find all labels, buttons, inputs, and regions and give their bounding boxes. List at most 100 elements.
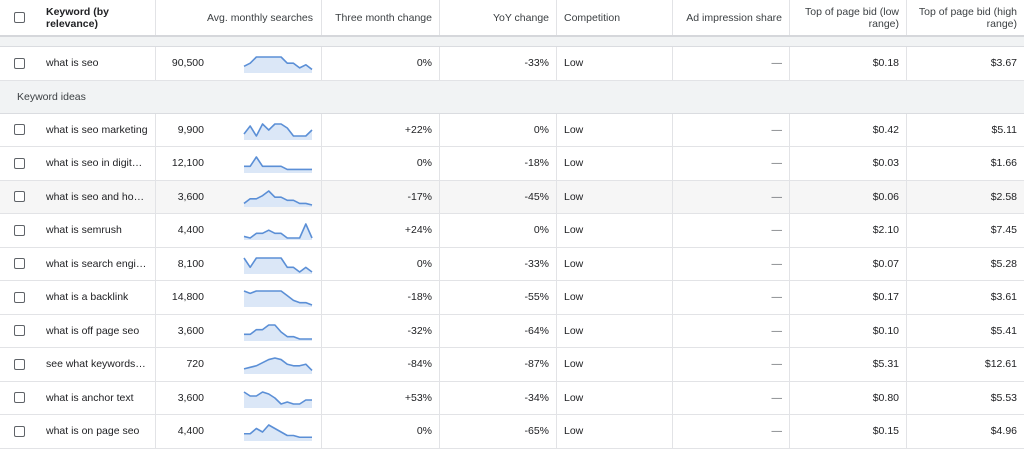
header-avg-monthly-searches[interactable]: Avg. monthly searches (156, 0, 322, 35)
table-row[interactable]: what is seo marketing 9,900 +22% 0% Low — $0.4… (0, 113, 1024, 147)
competition-cell: Low (557, 180, 673, 213)
ad-impression-share-cell: — (673, 214, 790, 247)
trend-sparkline (243, 256, 313, 274)
ad-impression-share-cell: — (673, 147, 790, 180)
bid-high-cell: $3.67 (990, 57, 1017, 70)
keyword-ideas-rows: what is seo marketing 9,900 +22% 0% Low — $0.4… (0, 113, 1024, 449)
competition-cell: Low (557, 348, 673, 381)
bid-high-cell: $1.66 (990, 157, 1017, 170)
bid-low-cell: $0.07 (790, 247, 907, 280)
avg-monthly-searches-value: 14,800 (171, 291, 204, 304)
bid-low-cell: $0.15 (790, 415, 907, 448)
trend-line (244, 156, 312, 171)
table-row[interactable]: what is semrush 4,400 +24% 0% Low — $2.10 $7.45 (0, 214, 1024, 248)
keyword-text: what is a backlink (46, 291, 129, 304)
bid-high-cell: $3.61 (990, 291, 1017, 304)
three-month-change-cell: -18% (322, 281, 440, 314)
table-row[interactable]: what is seo and how i... 3,600 -17% -45% Low… (0, 180, 1024, 214)
yoy-change-cell: -18% (440, 147, 557, 180)
table-row[interactable]: what is on page seo 4,400 0% -65% Low — $0.15 $… (0, 415, 1024, 449)
trend-area (244, 257, 312, 274)
keyword-text: what is seo and how i... (46, 190, 148, 203)
row-checkbox[interactable] (13, 124, 25, 136)
table-row[interactable]: see what keywords a ... 720 -84% -87% Low — $5… (0, 348, 1024, 382)
header-spacer (0, 37, 1024, 47)
row-checkbox-cell (0, 114, 38, 147)
three-month-change-cell: -17% (322, 180, 440, 213)
row-checkbox[interactable] (13, 325, 25, 337)
keyword-cell: what is seo marketing (38, 113, 156, 146)
table-header: Keyword (by relevance) Avg. monthly sear… (0, 0, 1024, 37)
yoy-change-cell: -33% (440, 47, 557, 80)
row-checkbox-cell (0, 214, 38, 247)
row-checkbox-cell (0, 47, 38, 80)
row-checkbox[interactable] (13, 291, 25, 303)
three-month-change-cell: +53% (322, 381, 440, 414)
competition-cell: Low (557, 415, 673, 448)
yoy-change-cell: 0% (440, 214, 557, 247)
table-row[interactable]: what is a backlink 14,800 -18% -55% Low — $0.1… (0, 281, 1024, 315)
row-checkbox[interactable] (13, 358, 25, 370)
keyword-cell: what is off page seo (38, 314, 156, 347)
avg-monthly-searches-value: 720 (186, 358, 204, 371)
header-yoy-change[interactable]: YoY change (440, 0, 557, 35)
table-row[interactable]: what is search engine... 8,100 0% -33% Low — $… (0, 247, 1024, 281)
row-checkbox[interactable] (13, 157, 25, 169)
bid-high-cell: $2.58 (990, 190, 1017, 203)
competition-cell: Low (557, 147, 673, 180)
avg-monthly-searches-cell: 3,600 (156, 180, 322, 213)
row-checkbox[interactable] (13, 258, 25, 270)
row-checkbox[interactable] (13, 191, 25, 203)
row-checkbox[interactable] (13, 392, 25, 404)
keyword-text: what is anchor text (46, 391, 134, 404)
table-row[interactable]: what is anchor text 3,600 +53% -34% Low — $0.8… (0, 381, 1024, 415)
trend-line (243, 357, 313, 372)
avg-monthly-searches-cell: 4,400 (156, 415, 322, 448)
header-three-month-change[interactable]: Three month change (322, 0, 440, 35)
header-keyword[interactable]: Keyword (by relevance) (38, 0, 156, 35)
trend-sparkline (244, 323, 312, 341)
header-competition[interactable]: Competition (557, 0, 673, 35)
competition-cell: Low (557, 113, 673, 146)
header-ad-impression-share[interactable]: Ad impression share (673, 0, 790, 35)
table-row[interactable]: what is seo in digital ... 12,100 0% -18% Lo… (0, 147, 1024, 181)
avg-monthly-searches-value: 3,600 (177, 391, 204, 404)
bid-low-cell: $0.03 (790, 147, 907, 180)
row-checkbox[interactable] (13, 425, 25, 437)
trend-line (243, 223, 313, 240)
avg-monthly-searches-cell: 90,500 (156, 47, 322, 80)
avg-monthly-searches-cell: 9,900 (156, 113, 322, 146)
yoy-change-cell: -65% (440, 415, 557, 448)
row-checkbox[interactable] (13, 224, 25, 236)
row-checkbox[interactable] (13, 57, 25, 69)
avg-monthly-searches-cell: 3,600 (156, 381, 322, 414)
header-bid-high[interactable]: Top of page bid (high range) (918, 5, 1017, 30)
header-bid-low[interactable]: Top of page bid (low range) (790, 0, 907, 35)
avg-monthly-searches-cell: 8,100 (156, 247, 322, 280)
yoy-change-cell: -64% (440, 314, 557, 347)
select-all-checkbox[interactable] (13, 12, 25, 23)
keyword-text: see what keywords a ... (46, 358, 148, 371)
trend-area (244, 324, 312, 341)
seed-keyword-row[interactable]: what is seo 90,500 0% -33% Low — $0.18 $… (0, 47, 1024, 81)
yoy-change-cell: -33% (440, 247, 557, 280)
row-checkbox-cell (0, 382, 38, 415)
bid-low-cell: $0.42 (790, 113, 907, 146)
trend-sparkline (243, 122, 313, 140)
bid-high-cell: $12.61 (984, 358, 1017, 371)
avg-monthly-searches-cell: 3,600 (156, 314, 322, 347)
bid-low-cell: $0.17 (790, 281, 907, 314)
competition-cell: Low (557, 214, 673, 247)
row-checkbox-cell (0, 415, 38, 448)
trend-sparkline (243, 357, 313, 375)
section-label: Keyword ideas (17, 90, 86, 103)
keyword-text: what is semrush (46, 224, 122, 237)
row-checkbox-cell (0, 181, 38, 214)
avg-monthly-searches-value: 4,400 (177, 425, 204, 438)
keyword-text: what is search engine... (46, 257, 148, 270)
keyword-text: what is off page seo (46, 324, 140, 337)
ad-impression-share-cell: — (673, 281, 790, 314)
ad-impression-share-cell: — (673, 381, 790, 414)
table-row[interactable]: what is off page seo 3,600 -32% -64% Low — $0.… (0, 314, 1024, 348)
